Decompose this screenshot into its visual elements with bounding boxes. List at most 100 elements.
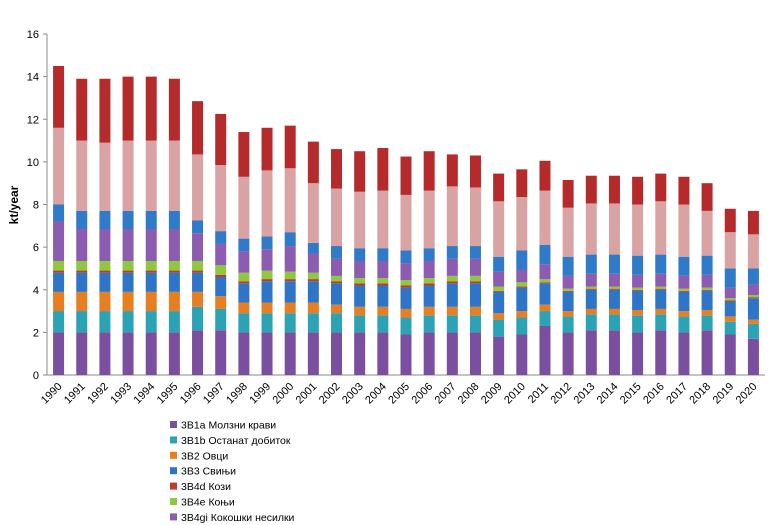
bar-segment bbox=[331, 283, 343, 305]
bar-segment bbox=[608, 308, 620, 315]
y-tick-label: 2 bbox=[33, 327, 39, 339]
bar-segment bbox=[585, 330, 597, 375]
bar-segment bbox=[516, 269, 528, 283]
bar-segment bbox=[168, 78, 180, 141]
bar-segment bbox=[122, 270, 134, 273]
bar-segment bbox=[678, 311, 690, 317]
bar-segment bbox=[562, 332, 574, 375]
x-tick-label: 2002 bbox=[317, 381, 343, 407]
bar-segment bbox=[168, 260, 180, 271]
bar-segment bbox=[701, 287, 713, 290]
x-tick-label: 2008 bbox=[456, 381, 482, 407]
bar-segment bbox=[724, 287, 736, 299]
y-tick-label: 12 bbox=[27, 114, 39, 126]
bar-segment bbox=[655, 308, 667, 315]
bar-segment bbox=[585, 308, 597, 315]
legend-swatch bbox=[170, 421, 177, 428]
bar-segment bbox=[400, 317, 412, 335]
bar-segment bbox=[493, 313, 505, 320]
bar-segment bbox=[400, 280, 412, 286]
bar-segment bbox=[446, 306, 458, 316]
bar-segment bbox=[99, 142, 111, 211]
bar-segment bbox=[632, 287, 644, 290]
bar-segment bbox=[261, 249, 273, 271]
bar-segment bbox=[562, 288, 574, 291]
y-tick-label: 8 bbox=[33, 200, 39, 212]
bar-segment bbox=[238, 176, 250, 239]
bar-segment bbox=[307, 272, 319, 280]
bar-segment bbox=[446, 332, 458, 375]
bar-segment bbox=[608, 314, 620, 331]
bar-segment bbox=[400, 308, 412, 318]
x-tick-label: 2005 bbox=[386, 381, 412, 407]
bar-segment bbox=[701, 255, 713, 275]
bar-segment bbox=[354, 306, 366, 316]
bar-segment bbox=[145, 76, 157, 141]
bar-segment bbox=[238, 302, 250, 314]
x-tick-label: 2006 bbox=[409, 381, 435, 407]
bar-segment bbox=[655, 254, 667, 274]
bar-segment bbox=[423, 151, 435, 191]
bar-segment bbox=[678, 204, 690, 257]
bar-segment bbox=[701, 274, 713, 288]
bar-segment bbox=[608, 273, 620, 287]
bar-segment bbox=[701, 315, 713, 331]
bar-segment bbox=[122, 291, 134, 312]
bar-segment bbox=[608, 330, 620, 375]
bar-segment bbox=[747, 298, 759, 320]
bar-segment bbox=[145, 270, 157, 273]
bar-segment bbox=[76, 140, 88, 211]
bar-segment bbox=[145, 291, 157, 312]
bar-segment bbox=[493, 336, 505, 375]
bar-segment bbox=[446, 281, 458, 284]
bar-segment bbox=[53, 311, 65, 333]
x-tick-label: 1999 bbox=[247, 381, 273, 407]
y-tick-label: 14 bbox=[27, 72, 39, 84]
bar-segment bbox=[724, 268, 736, 288]
x-tick-label: 1992 bbox=[85, 381, 111, 407]
bar-segment bbox=[377, 332, 389, 375]
bar-segment bbox=[724, 301, 736, 317]
bar-segment bbox=[493, 290, 505, 292]
bar-segment bbox=[192, 291, 204, 307]
bar-segment bbox=[747, 323, 759, 339]
bar-segment bbox=[585, 314, 597, 331]
x-tick-label: 2003 bbox=[340, 381, 366, 407]
bar-segment bbox=[539, 283, 551, 305]
bar-segment bbox=[168, 332, 180, 375]
bar-segment bbox=[307, 141, 319, 184]
bar-segment bbox=[284, 168, 296, 233]
bar-segment bbox=[608, 203, 620, 255]
bar-segment bbox=[516, 286, 528, 288]
bar-segment bbox=[307, 253, 319, 273]
bar-segment bbox=[192, 154, 204, 221]
bar-segment bbox=[493, 319, 505, 337]
x-tick-label: 2013 bbox=[572, 381, 598, 407]
x-tick-label: 2007 bbox=[433, 381, 459, 407]
bar-segment bbox=[331, 313, 343, 333]
bar-segment bbox=[354, 248, 366, 261]
bar-segment bbox=[284, 313, 296, 333]
bar-segment bbox=[122, 140, 134, 211]
bar-segment bbox=[261, 170, 273, 237]
bar-segment bbox=[469, 187, 481, 247]
bar-segment bbox=[331, 246, 343, 259]
bar-segment bbox=[168, 210, 180, 230]
x-tick-label: 2014 bbox=[595, 381, 621, 407]
bar-segment bbox=[307, 279, 319, 282]
bar-segment bbox=[238, 313, 250, 333]
y-tick-label: 6 bbox=[33, 242, 39, 254]
bar-segment bbox=[215, 113, 227, 166]
bar-segment bbox=[469, 283, 481, 307]
bar-segment bbox=[516, 317, 528, 335]
bar-segment bbox=[284, 302, 296, 314]
bar-segment bbox=[469, 315, 481, 333]
bar-segment bbox=[632, 204, 644, 256]
bar-segment bbox=[678, 256, 690, 276]
bar-segment bbox=[354, 151, 366, 192]
bar-segment bbox=[678, 275, 690, 289]
bar-segment bbox=[469, 332, 481, 375]
bar-segment bbox=[585, 203, 597, 255]
bar-segment bbox=[678, 332, 690, 375]
bar-segment bbox=[261, 270, 273, 280]
